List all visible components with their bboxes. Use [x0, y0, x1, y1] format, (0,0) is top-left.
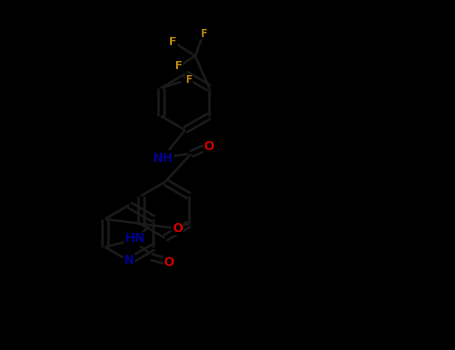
Text: NH: NH — [152, 152, 173, 164]
Text: F: F — [170, 37, 177, 47]
Text: O: O — [164, 256, 174, 268]
Text: O: O — [204, 140, 214, 153]
Text: F: F — [176, 61, 183, 71]
Text: F: F — [186, 75, 192, 85]
Text: N: N — [124, 254, 134, 267]
Text: O: O — [172, 222, 182, 235]
Text: F: F — [200, 29, 207, 39]
Text: HN: HN — [125, 232, 146, 245]
